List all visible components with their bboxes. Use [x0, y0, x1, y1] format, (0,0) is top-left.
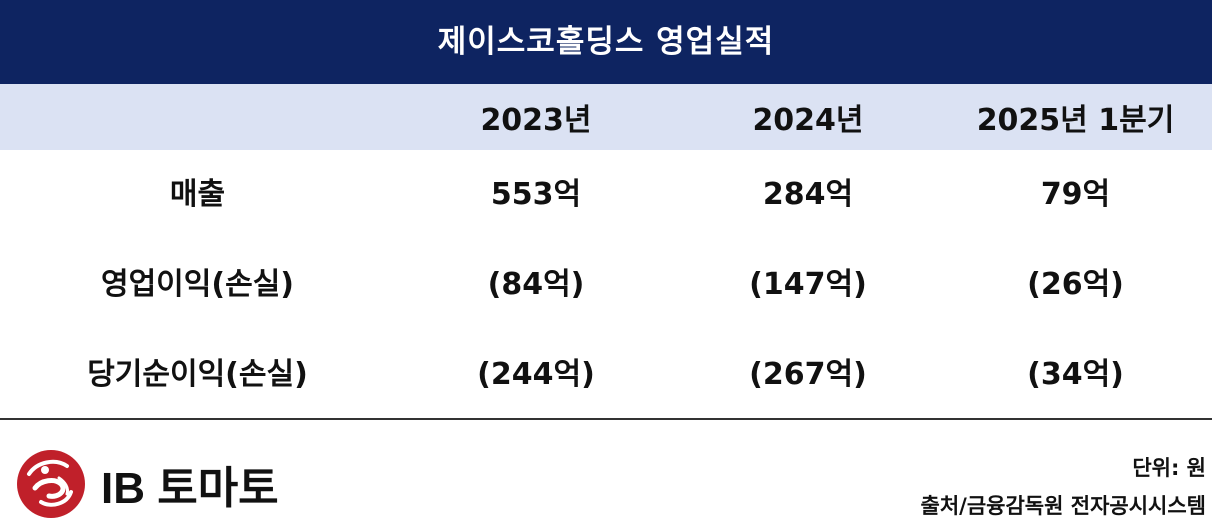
- header-label-cell: [0, 84, 395, 150]
- header-2025-q1: 2025년 1분기: [976, 103, 1175, 138]
- table-cell: 284억: [762, 177, 854, 212]
- ib-tomato-logo: IB 토마토: [15, 448, 279, 520]
- row-label: 매출: [169, 177, 226, 212]
- table-cell: (26억): [1027, 267, 1124, 302]
- table-cell: (147억): [749, 267, 867, 302]
- logo-wordmark: IB 토마토: [101, 464, 279, 513]
- table-cell: 79억: [1040, 177, 1111, 212]
- table-title: 제이스코홀딩스 영업실적: [437, 23, 775, 60]
- table-cell: (244억): [477, 357, 595, 392]
- header-year-2024: 2024년: [752, 103, 864, 138]
- row-label: 당기순이익(손실): [87, 357, 308, 392]
- table-cell: (267억): [749, 357, 867, 392]
- row-label: 영업이익(손실): [100, 267, 295, 302]
- table-cell: 553억: [490, 177, 582, 212]
- table-header-row: 2023년 2024년 2025년 1분기: [0, 84, 1212, 150]
- table-cell: (84억): [487, 267, 585, 302]
- table-cell: (34억): [1027, 357, 1124, 392]
- table-bottom-divider: [0, 418, 1212, 420]
- table-row-net-income: 당기순이익(손실) (244억) (267억) (34억): [0, 330, 1212, 420]
- table-row-revenue: 매출 553억 284억 79억: [0, 150, 1212, 240]
- table-row-operating-income: 영업이익(손실) (84억) (147억) (26억): [0, 240, 1212, 330]
- table-title-bar: 제이스코홀딩스 영업실적: [0, 0, 1212, 84]
- header-year-2023: 2023년: [480, 103, 592, 138]
- source-note: 출처/금융감독원 전자공시시스템: [920, 494, 1206, 518]
- unit-note: 단위: 원: [1132, 456, 1206, 480]
- ib-tomato-logo-icon: [17, 450, 85, 518]
